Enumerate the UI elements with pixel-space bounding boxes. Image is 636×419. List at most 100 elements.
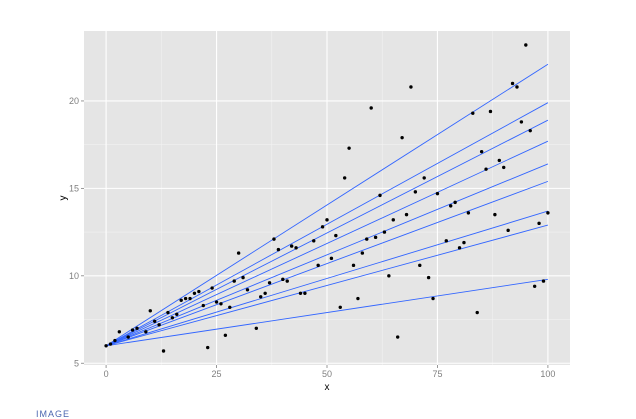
data-point bbox=[241, 275, 245, 280]
data-point bbox=[435, 191, 440, 196]
data-point bbox=[210, 286, 214, 290]
data-point bbox=[263, 291, 267, 296]
data-point bbox=[135, 326, 139, 330]
data-point bbox=[524, 43, 528, 47]
data-point bbox=[170, 316, 175, 320]
data-point bbox=[161, 349, 166, 353]
data-point bbox=[197, 289, 201, 294]
fit-line-6 bbox=[105, 180, 549, 347]
data-point bbox=[130, 328, 135, 332]
data-point bbox=[325, 218, 329, 222]
data-point bbox=[395, 335, 400, 339]
data-point bbox=[303, 291, 307, 296]
fit-line-8 bbox=[105, 224, 549, 347]
data-point bbox=[475, 310, 479, 315]
data-point bbox=[285, 279, 289, 283]
fit-line-2 bbox=[105, 102, 549, 347]
image-caption: IMAGE bbox=[36, 409, 71, 419]
data-point bbox=[391, 218, 395, 222]
data-point bbox=[360, 251, 365, 255]
data-point bbox=[418, 263, 422, 268]
data-point bbox=[378, 193, 382, 198]
data-point bbox=[457, 246, 462, 250]
data-point bbox=[157, 323, 161, 327]
data-point bbox=[369, 106, 373, 110]
data-point bbox=[272, 237, 276, 241]
data-point bbox=[466, 211, 471, 215]
data-point bbox=[431, 296, 435, 301]
data-point bbox=[426, 275, 431, 280]
data-point bbox=[113, 338, 117, 343]
data-point bbox=[316, 263, 320, 268]
data-point bbox=[219, 302, 223, 306]
x-tick-label: 25 bbox=[212, 369, 222, 379]
data-point bbox=[179, 298, 183, 302]
data-point bbox=[488, 109, 493, 114]
data-point bbox=[471, 111, 475, 115]
y-tick-label: 20 bbox=[69, 96, 79, 106]
data-point bbox=[449, 204, 453, 208]
data-point bbox=[214, 300, 219, 304]
data-point bbox=[528, 128, 532, 133]
fit-line-9 bbox=[106, 278, 548, 347]
data-point bbox=[413, 190, 418, 194]
y-axis-title: y bbox=[58, 196, 69, 201]
data-point bbox=[462, 240, 466, 245]
x-axis-ticks: 0 25 50 75 100 bbox=[104, 365, 555, 379]
data-points bbox=[104, 43, 550, 353]
data-point bbox=[532, 284, 537, 289]
data-point bbox=[342, 176, 347, 180]
data-point bbox=[329, 256, 334, 261]
data-point bbox=[188, 296, 192, 301]
data-point bbox=[183, 296, 188, 301]
data-point bbox=[175, 312, 179, 316]
x-tick-label: 50 bbox=[322, 369, 332, 379]
data-point bbox=[232, 279, 236, 283]
data-point bbox=[267, 281, 272, 285]
data-point bbox=[373, 235, 378, 240]
fit-line-3 bbox=[105, 119, 549, 347]
data-point bbox=[289, 244, 294, 248]
data-point bbox=[144, 330, 148, 334]
data-point bbox=[537, 221, 541, 226]
fit-lines bbox=[105, 63, 549, 347]
data-point bbox=[259, 295, 263, 299]
data-point bbox=[245, 288, 250, 292]
data-point bbox=[351, 263, 356, 268]
data-point bbox=[546, 211, 550, 215]
data-point bbox=[152, 319, 157, 323]
data-point bbox=[294, 246, 298, 250]
fit-line-7 bbox=[105, 210, 549, 347]
data-point bbox=[502, 165, 506, 170]
data-point bbox=[515, 85, 519, 89]
fit-line-5 bbox=[105, 163, 549, 347]
data-point bbox=[387, 274, 391, 278]
data-point bbox=[382, 230, 387, 234]
data-point bbox=[409, 85, 413, 89]
data-point bbox=[320, 225, 325, 229]
data-point bbox=[365, 237, 369, 241]
data-point bbox=[422, 176, 426, 180]
data-point bbox=[228, 305, 232, 309]
data-point bbox=[510, 81, 515, 86]
x-axis-title: x bbox=[325, 382, 330, 393]
x-tick-label: 100 bbox=[540, 369, 555, 379]
data-point bbox=[444, 239, 448, 243]
data-point bbox=[201, 303, 205, 308]
data-point bbox=[338, 305, 342, 309]
data-point bbox=[126, 335, 130, 339]
data-point bbox=[117, 330, 122, 334]
data-point bbox=[223, 333, 228, 337]
data-point bbox=[254, 326, 259, 330]
data-point bbox=[334, 233, 338, 238]
data-point bbox=[281, 277, 285, 282]
data-point bbox=[356, 296, 360, 301]
data-point bbox=[166, 310, 170, 315]
major-grid bbox=[84, 31, 570, 365]
y-tick-label: 5 bbox=[74, 358, 79, 368]
data-point bbox=[192, 291, 197, 296]
data-point bbox=[497, 158, 502, 163]
data-point bbox=[453, 200, 457, 205]
x-tick-label: 75 bbox=[432, 369, 442, 379]
